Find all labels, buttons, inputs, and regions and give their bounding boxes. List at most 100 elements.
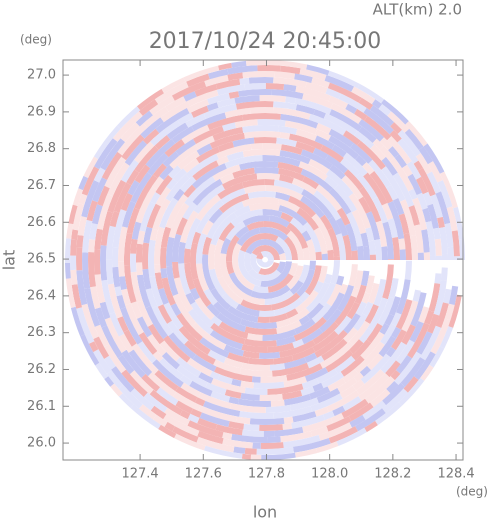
echo-cell	[326, 416, 352, 432]
echo-cell	[355, 155, 367, 167]
echo-cell	[211, 378, 246, 394]
echo-cell	[227, 72, 244, 81]
echo-cell	[286, 230, 305, 260]
echo-cell	[159, 197, 179, 229]
echo-cell	[163, 302, 184, 330]
echo-cell	[277, 161, 303, 175]
echo-cell	[368, 240, 376, 255]
echo-cell	[357, 140, 386, 170]
echo-cell	[81, 166, 100, 196]
echo-cell	[107, 162, 130, 197]
echo-cell	[345, 103, 358, 114]
echo-cell	[439, 227, 448, 255]
echo-cell	[225, 234, 240, 262]
echo-cell	[147, 323, 165, 345]
echo-cell	[242, 112, 266, 121]
echo-cell	[196, 437, 235, 453]
echo-cell	[342, 234, 353, 260]
echo-cell	[260, 261, 292, 288]
echo-cell	[143, 392, 168, 413]
echo-cell	[405, 121, 428, 147]
echo-cell	[130, 404, 161, 429]
echo-cell	[232, 243, 242, 278]
echo-cell	[121, 288, 131, 306]
echo-cell	[275, 191, 291, 202]
echo-cell	[414, 224, 424, 253]
echo-cell	[112, 266, 121, 288]
echo-cell	[344, 223, 358, 252]
echo-cell	[246, 59, 269, 66]
echo-cell	[224, 389, 242, 399]
y-tick-label: 26.5	[27, 252, 56, 267]
echo-cell	[380, 323, 397, 345]
echo-cell	[289, 133, 324, 151]
echo-cell	[126, 207, 140, 235]
echo-cell	[216, 312, 247, 333]
echo-cell	[235, 303, 260, 317]
echo-cell	[374, 239, 382, 260]
y-tick-label: 26.7	[27, 178, 56, 193]
echo-cell	[239, 368, 273, 378]
echo-cell	[184, 217, 201, 250]
echo-cell	[253, 381, 285, 390]
echo-cell	[379, 145, 395, 162]
echo-cell	[391, 329, 407, 351]
echo-cell	[191, 322, 227, 350]
echo-cell	[262, 142, 282, 151]
echo-cell	[231, 378, 242, 387]
echo-cell	[119, 276, 127, 290]
echo-cell	[195, 213, 211, 234]
echo-cell	[401, 300, 419, 332]
echo-cell	[382, 388, 408, 414]
echo-cell	[104, 376, 115, 387]
echo-cell	[278, 125, 298, 135]
echo-cell	[121, 201, 136, 228]
echo-cell	[358, 186, 382, 223]
echo-cell	[363, 107, 394, 135]
echo-cell	[325, 154, 348, 174]
echo-cell	[240, 392, 260, 401]
echo-cell	[379, 137, 393, 151]
echo-cell	[279, 339, 316, 358]
echo-cell	[216, 84, 246, 96]
echo-cell	[327, 227, 340, 257]
echo-cell	[236, 274, 255, 291]
echo-cell	[423, 252, 430, 260]
echo-cell	[223, 344, 244, 357]
echo-cell	[332, 405, 346, 417]
echo-cell	[327, 82, 362, 103]
echo-cell	[326, 283, 342, 307]
echo-cell	[407, 322, 430, 359]
echo-cell	[328, 187, 352, 215]
echo-cell	[440, 267, 448, 281]
echo-cell	[337, 377, 358, 394]
echo-cell	[147, 152, 169, 176]
echo-cell	[292, 178, 317, 195]
echo-cell	[264, 290, 294, 306]
echo-cell	[153, 414, 168, 427]
y-tick-label: 26.2	[27, 362, 56, 377]
echo-cell	[312, 330, 339, 353]
echo-cell	[273, 101, 297, 111]
echo-cell	[319, 282, 336, 307]
echo-cell	[78, 175, 89, 191]
echo-cell	[81, 180, 100, 218]
echo-cell	[325, 349, 354, 373]
echo-cell	[305, 265, 322, 296]
echo-cell	[312, 382, 324, 392]
echo-cell	[157, 304, 172, 324]
echo-cell	[179, 409, 191, 420]
echo-cell	[222, 122, 237, 132]
echo-cell	[394, 154, 407, 169]
echo-cell	[367, 353, 384, 371]
echo-cell	[191, 163, 227, 189]
echo-cell	[417, 252, 424, 260]
echo-cell	[238, 249, 262, 287]
echo-cell	[360, 232, 369, 247]
echo-cell	[260, 442, 284, 450]
echo-cell	[291, 414, 326, 429]
echo-cell	[306, 239, 316, 260]
echo-cell	[435, 302, 449, 328]
echo-cell	[151, 305, 174, 337]
echo-cell	[213, 359, 242, 375]
